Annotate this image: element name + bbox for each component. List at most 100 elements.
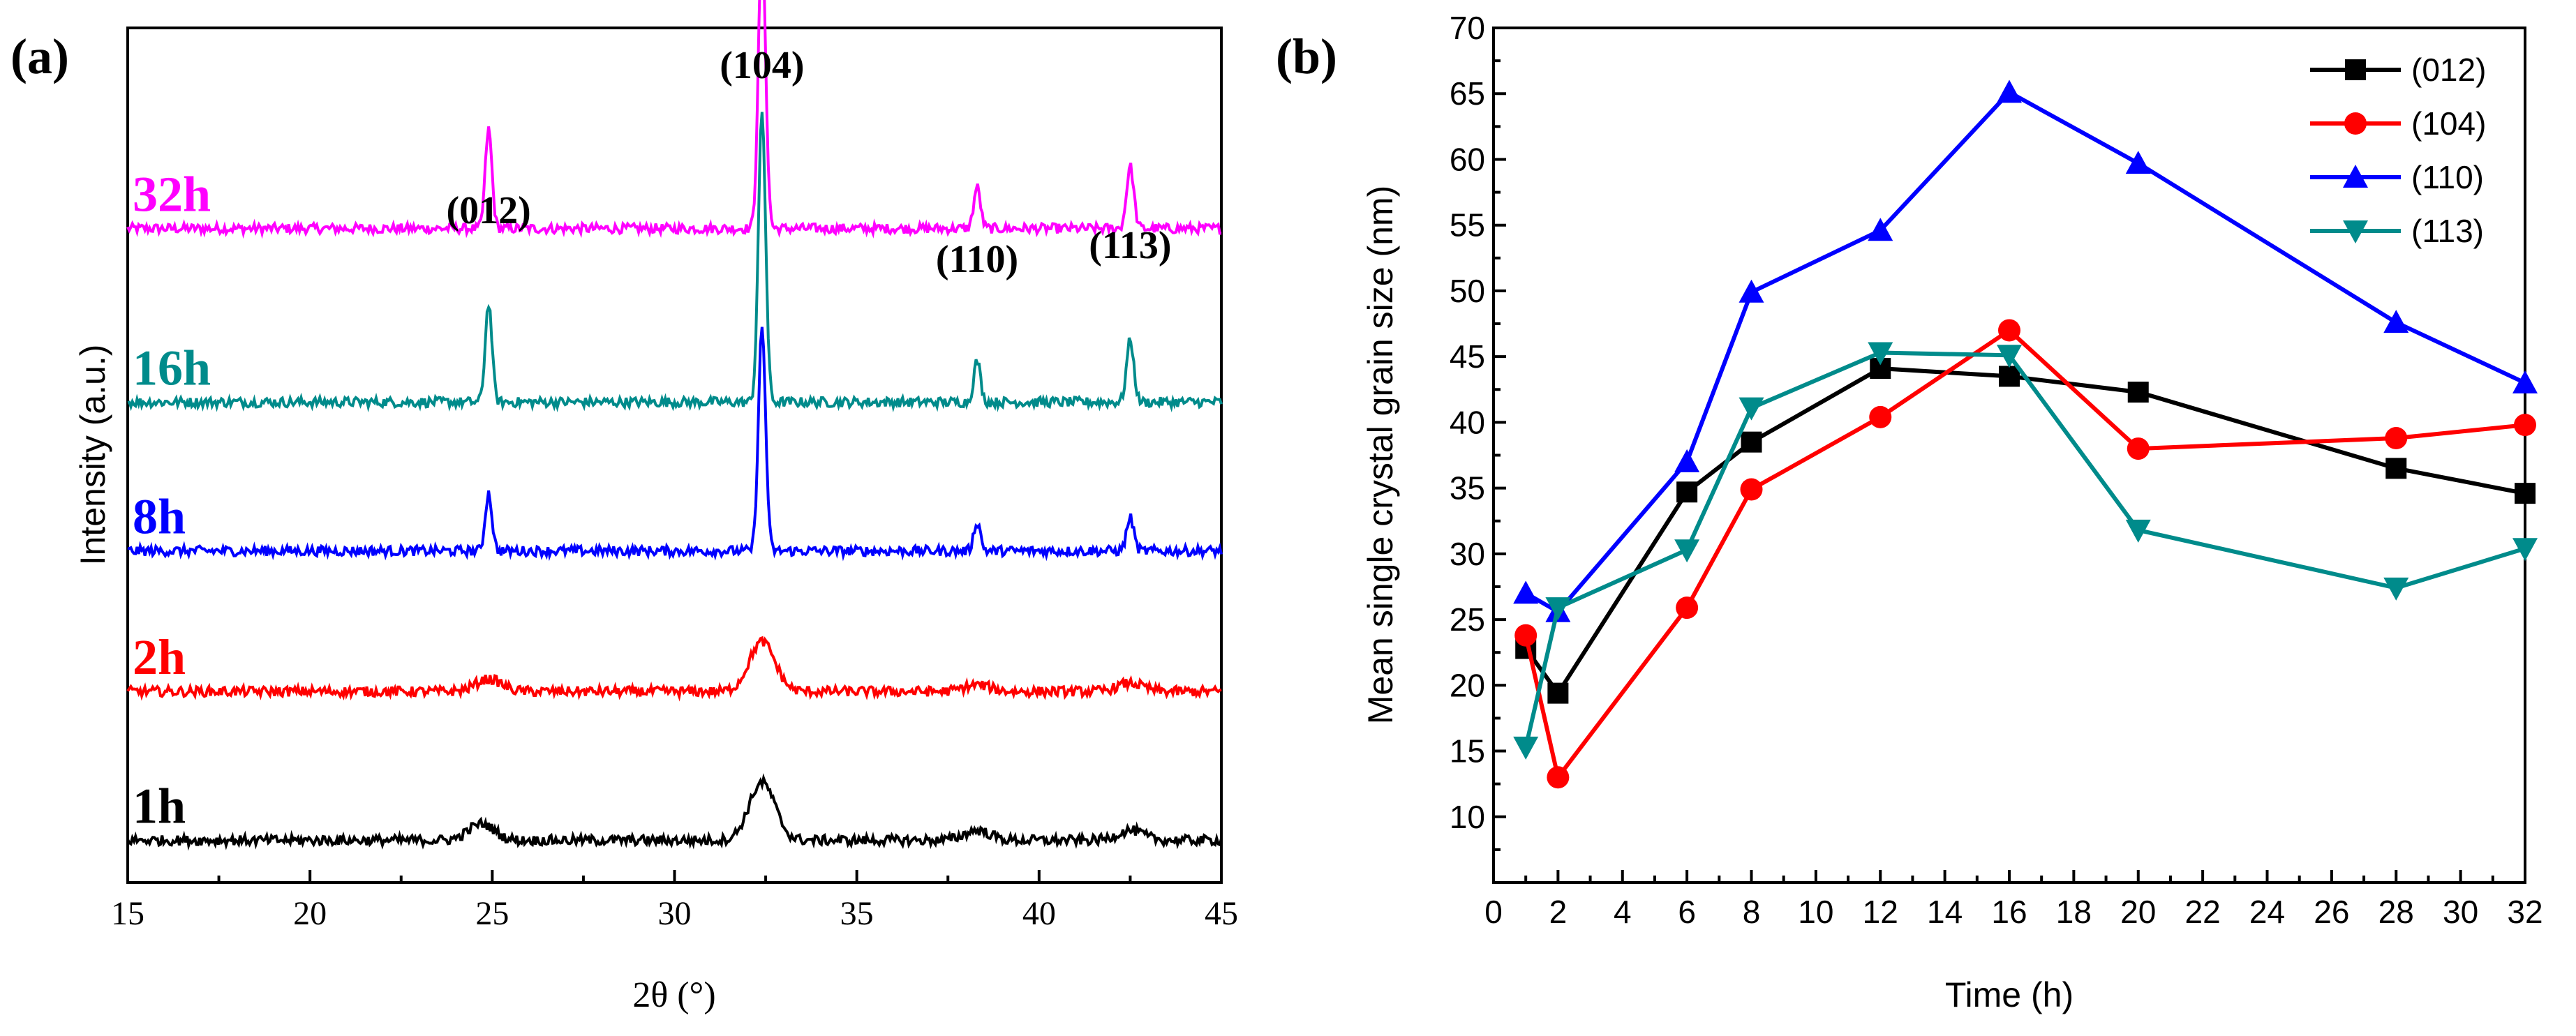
legend-entry: (113)	[2310, 213, 2484, 249]
panel-b-x-ticks: 0 2 4 6 8 10 12 14 16 18 20 22 24 26 28 30 32	[1484, 870, 2543, 930]
panel-b-x-tick-label: 18	[2056, 894, 2092, 930]
trace-label-2h: 2h	[133, 629, 186, 685]
data-point	[1868, 342, 1893, 366]
trace-32h	[126, 0, 1222, 239]
panel-a-x-axis-title: 2θ (°)	[632, 975, 715, 1015]
panel-a-x-tick-label: 45	[1205, 895, 1238, 932]
peak-label: (110)	[936, 238, 1018, 281]
legend-entry: (110)	[2310, 159, 2484, 195]
trace-label-16h: 16h	[133, 340, 211, 396]
data-point	[2514, 414, 2536, 437]
panel-b-x-tick-label: 30	[2443, 894, 2478, 930]
data-point	[1676, 596, 1699, 620]
trace-16h	[127, 112, 1223, 413]
panel-a-plot-frame	[126, 27, 1223, 884]
panel-b-grain-size-chart: (b) 0 2 4 6 8 10 12 14 16 18 20 22 24 26 28 30 32 101520…	[1276, 10, 2543, 1014]
panel-b-series	[1513, 80, 2538, 789]
series-(012)	[1515, 358, 2536, 704]
panel-a-x-tick-label: 15	[111, 895, 144, 932]
legend-entry: (012)	[2310, 52, 2486, 88]
panel-b-y-tick-label: 65	[1450, 75, 1485, 112]
panel-b-y-tick-label: 40	[1450, 404, 1485, 440]
panel-a-x-tick-label: 20	[293, 895, 327, 932]
data-point	[2127, 382, 2149, 403]
data-point	[1674, 539, 1700, 563]
panel-b-y-tick-label: 20	[1450, 667, 1485, 703]
data-point	[2383, 310, 2409, 333]
trace-label-8h: 8h	[133, 489, 186, 545]
panel-b-x-tick-label: 28	[2378, 894, 2414, 930]
data-point	[1676, 481, 1698, 503]
data-point	[1545, 597, 1571, 621]
panel-b-legend: (012) (104) (110) (113)	[2310, 52, 2486, 249]
panel-a-x-tick-label: 35	[840, 895, 874, 932]
legend-entry: (104)	[2310, 105, 2486, 142]
panel-b-x-tick-label: 14	[1927, 894, 1963, 930]
trace-label-1h: 1h	[133, 778, 186, 834]
data-point	[2385, 427, 2408, 449]
data-point	[1513, 736, 1539, 760]
panel-b-x-tick-label: 16	[1991, 894, 2027, 930]
panel-a-xrd-chart: (a) 15 20 25 30 35 40 45 (012)(104)(110) (113) …	[10, 0, 1238, 1015]
data-point	[2512, 370, 2538, 393]
legend-marker	[2343, 165, 2368, 188]
panel-b-y-tick-label: 70	[1450, 10, 1485, 46]
data-point	[1740, 478, 1763, 501]
data-point	[1997, 80, 2022, 103]
panel-b-x-tick-label: 26	[2314, 894, 2349, 930]
panel-b-x-tick-label: 20	[2120, 894, 2156, 930]
peak-label: (012)	[446, 189, 530, 232]
data-point	[1869, 405, 1892, 428]
trace-label-32h: 32h	[133, 167, 211, 223]
peak-label: (113)	[1089, 224, 1171, 267]
panel-a-label: (a)	[10, 29, 69, 84]
panel-b-x-axis-title: Time (h)	[1945, 975, 2074, 1014]
panel-b-x-tick-label: 6	[1678, 894, 1696, 930]
data-point	[1741, 431, 1762, 453]
data-point	[2127, 437, 2150, 460]
legend-label: (104)	[2411, 105, 2486, 142]
panel-b-y-ticks: 10 15 20 25 30 35 40 45 50 55 60 65 70	[1450, 10, 1506, 851]
data-point	[1547, 682, 1569, 704]
panel-b-x-tick-label: 32	[2507, 894, 2543, 930]
data-point	[1674, 449, 1700, 472]
panel-b-y-tick-label: 50	[1450, 273, 1485, 309]
panel-a-x-tick-label: 30	[658, 895, 692, 932]
data-point	[2125, 519, 2151, 543]
panel-b-x-tick-label: 22	[2185, 894, 2221, 930]
data-point	[2125, 151, 2151, 174]
panel-b-y-axis-title: Mean single crystal grain size (nm)	[1361, 186, 1400, 725]
panel-b-plot-frame	[1492, 27, 2526, 884]
panel-b-y-tick-label: 30	[1450, 536, 1485, 572]
data-point	[1999, 366, 2020, 387]
data-point	[1514, 624, 1538, 647]
panel-b-y-tick-label: 60	[1450, 141, 1485, 177]
panel-b-x-tick-label: 12	[1863, 894, 1898, 930]
panel-a-x-ticks: 15 20 25 30 35 40 45	[111, 870, 1238, 932]
panel-b-x-tick-label: 10	[1798, 894, 1833, 930]
panel-b-x-tick-label: 24	[2249, 894, 2285, 930]
trace-1h	[126, 773, 1223, 851]
series-(110)	[1513, 80, 2538, 622]
trace-8h	[127, 326, 1223, 562]
data-point	[1739, 397, 1764, 421]
series-(104)	[1514, 319, 2536, 789]
panel-a-x-tick-label: 25	[475, 895, 509, 932]
data-point	[2385, 458, 2407, 479]
legend-marker	[2345, 59, 2366, 80]
data-point	[1739, 279, 1764, 303]
data-point	[2383, 577, 2409, 601]
panel-b-y-tick-label: 55	[1450, 207, 1485, 243]
panel-a-trace-labels: 32h 16h 8h 2h 1h	[133, 167, 211, 834]
panel-b-y-tick-label: 10	[1450, 799, 1485, 835]
data-point	[1997, 345, 2022, 368]
legend-label: (012)	[2411, 52, 2486, 88]
panel-a-x-tick-label: 40	[1022, 895, 1056, 932]
panel-b-x-tick-label: 4	[1614, 894, 1632, 930]
peak-label: (104)	[720, 44, 804, 87]
panel-b-y-tick-label: 45	[1450, 338, 1485, 375]
panel-b-y-tick-label: 15	[1450, 733, 1485, 770]
series-line	[1524, 366, 2526, 697]
series-line	[1524, 89, 2526, 615]
panel-b-x-tick-label: 2	[1549, 894, 1568, 930]
